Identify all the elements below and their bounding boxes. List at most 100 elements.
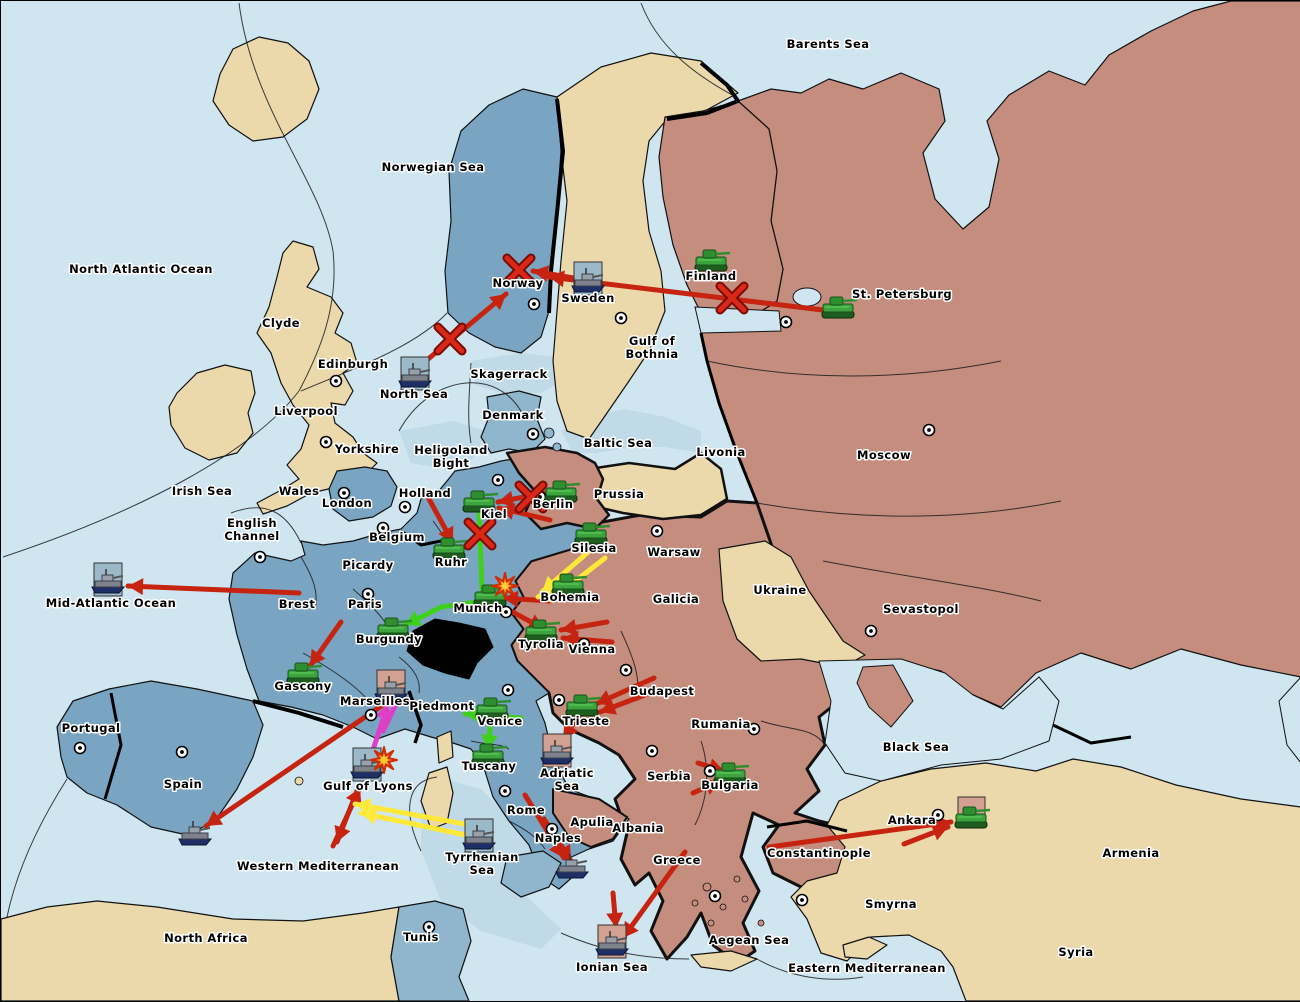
fleet-unit-sweden[interactable] — [571, 261, 606, 296]
army-unit-ruhr[interactable] — [432, 537, 469, 560]
territory-label-ukraine: Ukraine — [753, 583, 806, 597]
national-border — [103, 692, 123, 800]
army-unit-venice[interactable] — [475, 697, 512, 720]
territory-label-norwegian-sea: Norwegian Sea — [382, 160, 485, 174]
territory-crete[interactable] — [690, 950, 758, 972]
territory-label-sevastopol: Sevastopol — [883, 602, 959, 616]
supply-center — [614, 311, 628, 325]
supply-center — [708, 889, 722, 903]
sea-zone-skagerrak[interactable] — [471, 353, 561, 393]
fleet-unit-adriatic-sea[interactable] — [540, 733, 575, 768]
province-border — [640, 2, 737, 98]
territory-label-albania: Albania — [612, 821, 664, 835]
territory-ireland[interactable] — [168, 364, 256, 461]
territory-spain-portugal[interactable] — [56, 680, 264, 836]
sea-zone-gulf-of-finland[interactable] — [694, 306, 782, 334]
province-border — [468, 362, 472, 444]
territory-label-north-africa: North Africa — [164, 931, 248, 945]
army-unit-berlin[interactable] — [544, 480, 581, 503]
territory-label-tuscany: Tuscany — [462, 759, 517, 773]
army-unit-gascony[interactable] — [286, 662, 323, 685]
supply-center — [376, 521, 390, 535]
territory-apulia[interactable] — [552, 788, 628, 848]
army-unit-tuscany[interactable] — [471, 743, 508, 766]
fleet-unit-tyrrhenian-sea[interactable] — [462, 818, 497, 853]
territory-label-edinburgh: Edinburgh — [318, 357, 388, 371]
failed-order-x — [463, 517, 497, 551]
territory-turkey[interactable] — [790, 758, 1300, 1001]
territory-label-livonia: Livonia — [696, 445, 745, 459]
territory-corsica[interactable] — [436, 730, 454, 764]
province-border — [238, 2, 335, 392]
territory-label-st-petersburg: St. Petersburg — [852, 287, 952, 301]
territory-label-spain: Spain — [164, 777, 202, 791]
province-border — [560, 932, 690, 960]
territory-label-north-sea: North Sea — [380, 387, 448, 401]
fleet-unit-ionian-sea[interactable] — [595, 924, 630, 959]
province-border — [230, 507, 302, 544]
territory-sweden[interactable] — [552, 52, 739, 440]
territory-london[interactable] — [328, 466, 398, 522]
territory-label-wales: Wales — [279, 484, 320, 498]
territory-label-western-mediterranean: Western Mediterranean — [237, 859, 399, 873]
fleet-unit-mid-atlantic-ocean[interactable] — [91, 562, 126, 597]
territory-crimea[interactable] — [856, 664, 914, 728]
territory-north-africa[interactable] — [1, 900, 400, 1001]
territory-label-skagerrack: Skagerrack — [470, 367, 547, 381]
fleet-unit-spain-south-coast[interactable] — [178, 821, 213, 846]
fleet-unit-naples[interactable] — [555, 854, 590, 879]
fleet-unit-north-sea[interactable] — [398, 356, 433, 391]
army-unit-tyrolia[interactable] — [524, 619, 561, 642]
island — [741, 895, 749, 903]
army-unit-bohemia[interactable] — [551, 573, 588, 596]
province-border — [398, 656, 420, 694]
territory-label-bulgaria: Bulgaria — [701, 778, 758, 792]
national-border — [1052, 723, 1132, 745]
supply-center — [795, 893, 809, 907]
order-arrow-red — [307, 619, 344, 669]
territory-label-budapest: Budapest — [630, 684, 695, 698]
territory-label-piedmont: Piedmont — [409, 699, 474, 713]
island — [757, 919, 765, 927]
territory-label-rome: Rome — [507, 803, 545, 817]
army-unit-kiel[interactable] — [462, 490, 499, 513]
national-border — [766, 819, 848, 833]
territory-label-barents-sea: Barents Sea — [787, 37, 870, 51]
territory-cyprus[interactable] — [842, 936, 888, 960]
territory-label-rumania: Rumania — [691, 717, 750, 731]
territory-label-irish-sea: Irish Sea — [172, 484, 232, 498]
territory-label-smyrna: Smyrna — [865, 897, 917, 911]
sea-zone-heligoland-bight[interactable] — [399, 421, 487, 469]
supply-center — [922, 423, 936, 437]
army-unit-ankara[interactable] — [954, 796, 991, 829]
territory-tunis[interactable] — [390, 900, 472, 1001]
fleet-unit-marseilles[interactable] — [374, 669, 409, 704]
army-unit-burgundy[interactable] — [376, 617, 413, 640]
supply-center — [864, 624, 878, 638]
island — [707, 919, 715, 927]
territory-label-ionian-sea: Ionian Sea — [576, 960, 648, 974]
territory-label-mid-atlantic-ocean: Mid-Atlantic Ocean — [46, 596, 176, 610]
supply-center — [527, 297, 541, 311]
territory-label-english-channel: English Channel — [224, 516, 279, 543]
territory-label-silesia: Silesia — [571, 541, 616, 555]
sea-zone-caspian-edge[interactable] — [1278, 677, 1300, 763]
national-border — [699, 332, 759, 504]
territory-iceland[interactable] — [212, 36, 320, 142]
national-border — [407, 690, 423, 744]
national-border — [666, 61, 740, 121]
territory-sicily[interactable] — [500, 850, 562, 898]
province-border — [822, 560, 1042, 602]
army-unit-trieste[interactable] — [565, 694, 602, 717]
failed-order-x — [514, 480, 548, 514]
army-unit-bulgaria[interactable] — [713, 762, 750, 785]
lake — [792, 287, 822, 307]
army-unit-finland[interactable] — [694, 249, 731, 272]
territory-label-liverpool: Liverpool — [274, 404, 338, 418]
territory-label-picardy: Picardy — [342, 558, 393, 572]
supply-center — [398, 500, 412, 514]
army-unit-st-petersburg[interactable] — [821, 296, 858, 319]
army-unit-silesia[interactable] — [574, 522, 611, 545]
province-border — [760, 720, 826, 746]
